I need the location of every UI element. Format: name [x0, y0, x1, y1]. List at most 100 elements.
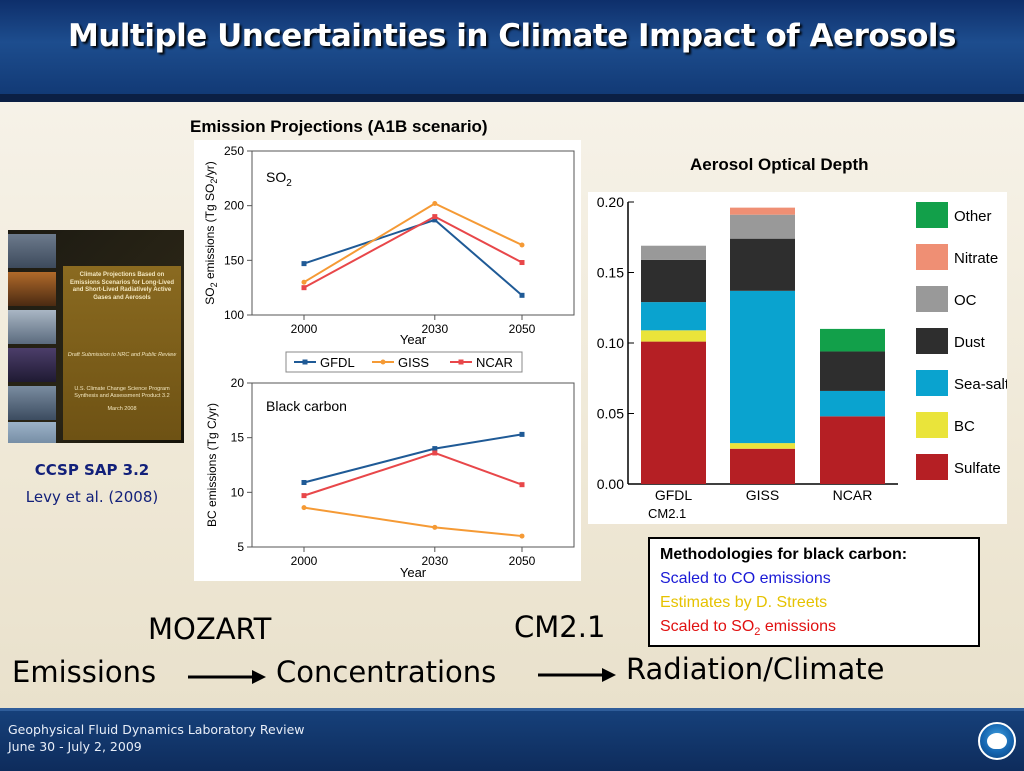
cover-photo-land [8, 422, 56, 443]
data-point-giss [519, 533, 525, 539]
methodology-box: Methodologies for black carbon: Scaled t… [648, 537, 980, 647]
bar-segment-oc-gfdl [641, 245, 706, 260]
flow-arrow-2 [538, 668, 616, 682]
x-tick-label: 2000 [291, 554, 318, 568]
aod-title: Aerosol Optical Depth [690, 155, 869, 174]
bar-segment-other-ncar [820, 328, 885, 352]
bc-panel-label: Black carbon [266, 398, 347, 414]
data-point-gfdl [519, 292, 525, 298]
data-point-ncar [519, 482, 525, 488]
legend-label-other: Other [954, 208, 992, 225]
legend-label-seasalt: Sea-salt [954, 376, 1007, 393]
so2-y-axis-label: SO2 emissions (Tg SO2/yr) [203, 161, 219, 304]
data-point-ncar [432, 450, 438, 456]
bar-segment-dust-gfdl [641, 259, 706, 303]
x-tick-label: 2050 [509, 322, 536, 336]
so2-legend: GFDL GISS NCAR [285, 351, 523, 373]
flow-mozart: MOZART [148, 612, 272, 646]
cover-title: Climate Projections Based on Emissions S… [69, 272, 175, 301]
data-point-giss [301, 505, 307, 511]
y-tick-label: 10 [231, 485, 245, 499]
y-tick-label: 20 [231, 376, 245, 390]
x-tick-label: 2030 [421, 322, 448, 336]
legend-marker [380, 359, 386, 365]
legend-swatch-dust [916, 328, 948, 354]
y-tick-label: 0.15 [597, 265, 624, 281]
aod-chart: 0.00 0.05 0.10 0.15 0.20 GFDL GISS NCAR Other N… [597, 194, 1007, 521]
bar-segment-sulfate-gfdl [641, 341, 706, 484]
x-tick-label: 2000 [291, 322, 318, 336]
legend-label-oc: OC [954, 292, 977, 309]
legend-label-dust: Dust [954, 334, 986, 351]
data-point-gfdl [301, 479, 307, 485]
y-tick-label: 15 [231, 431, 245, 445]
legend-swatch-bc [916, 412, 948, 438]
report-citation: Levy et al. (2008) [25, 488, 159, 506]
legend-marker [458, 359, 464, 365]
so2-panel-label: SO2 [266, 169, 292, 189]
report-cover-image: Climate Projections Based on Emissions S… [8, 230, 184, 443]
y-tick-label: 0.05 [597, 406, 624, 422]
y-tick-label: 150 [224, 253, 244, 267]
slide-title: Multiple Uncertainties in Climate Impact… [68, 18, 957, 54]
bar-segment-seasalt-ncar [820, 390, 885, 417]
cover-photo-lightning [8, 348, 56, 382]
aod-model-note: CM2.1 [648, 506, 686, 521]
flow-cm21: CM2.1 [514, 610, 606, 644]
data-point-gfdl [519, 431, 525, 437]
bar-segment-dust-giss [730, 238, 795, 291]
y-tick-label: 0.00 [597, 476, 624, 492]
data-point-giss [519, 242, 525, 248]
methodology-streets: Estimates by D. Streets [660, 594, 828, 611]
flow-emissions: Emissions [12, 655, 157, 689]
so2-x-axis-label: Year [400, 332, 427, 347]
legend-label-nitrate: Nitrate [954, 250, 998, 267]
data-point-gfdl [432, 217, 438, 223]
data-point-ncar [519, 260, 525, 266]
data-point-gfdl [301, 261, 307, 267]
bar-segment-sulfate-giss [730, 448, 795, 484]
y-tick-label: 0.10 [597, 335, 624, 351]
cover-program: U.S. Climate Change Science Program Synt… [74, 386, 170, 399]
bar-segment-nitrate-giss [730, 207, 795, 215]
footer-dates: June 30 - July 2, 2009 [8, 739, 142, 754]
bar-segment-bc-gfdl [641, 330, 706, 342]
data-point-giss [301, 279, 307, 285]
data-point-giss [432, 200, 438, 206]
x-tick-label: GISS [746, 487, 779, 503]
emission-projections-title: Emission Projections (A1B scenario) [190, 117, 488, 136]
methodology-heading: Methodologies for black carbon: [660, 546, 908, 563]
data-point-ncar [301, 493, 307, 499]
bar-segment-seasalt-giss [730, 290, 795, 444]
legend-marker [302, 359, 308, 365]
legend-label-sulfate: Sulfate [954, 460, 1001, 477]
bar-segment-oc-giss [730, 214, 795, 239]
cover-subtitle: Draft Submission to NRC and Public Revie… [67, 352, 177, 358]
x-tick-label: 2050 [509, 554, 536, 568]
x-tick-label: GFDL [655, 487, 693, 503]
x-tick-label: NCAR [833, 487, 873, 503]
bar-segment-dust-ncar [820, 351, 885, 391]
flow-concentrations: Concentrations [276, 655, 497, 689]
legend-label-gfdl: GFDL [320, 355, 355, 370]
header-band [0, 94, 1024, 102]
y-tick-label: 100 [224, 308, 244, 322]
slide-header [0, 0, 1024, 94]
cover-photo-sky [8, 386, 56, 420]
y-tick-label: 250 [224, 144, 244, 158]
legend-label-giss: GISS [398, 355, 429, 370]
bc-x-axis-label: Year [400, 565, 427, 580]
y-tick-label: 0.20 [597, 194, 624, 210]
legend-label-bc: BC [954, 418, 975, 435]
data-point-gfdl [432, 446, 438, 452]
legend-swatch-oc [916, 286, 948, 312]
data-point-ncar [432, 214, 438, 220]
methodology-so2: Scaled to SO2 emissions [660, 618, 836, 639]
bar-segment-sulfate-ncar [820, 416, 885, 484]
x-tick-label: 2030 [421, 554, 448, 568]
bc-y-axis-label: BC emissions (Tg C/yr) [205, 403, 219, 527]
legend-swatch-sulfate [916, 454, 948, 480]
bar-segment-seasalt-gfdl [641, 302, 706, 331]
legend-swatch-other [916, 202, 948, 228]
cover-title-panel [63, 266, 181, 440]
